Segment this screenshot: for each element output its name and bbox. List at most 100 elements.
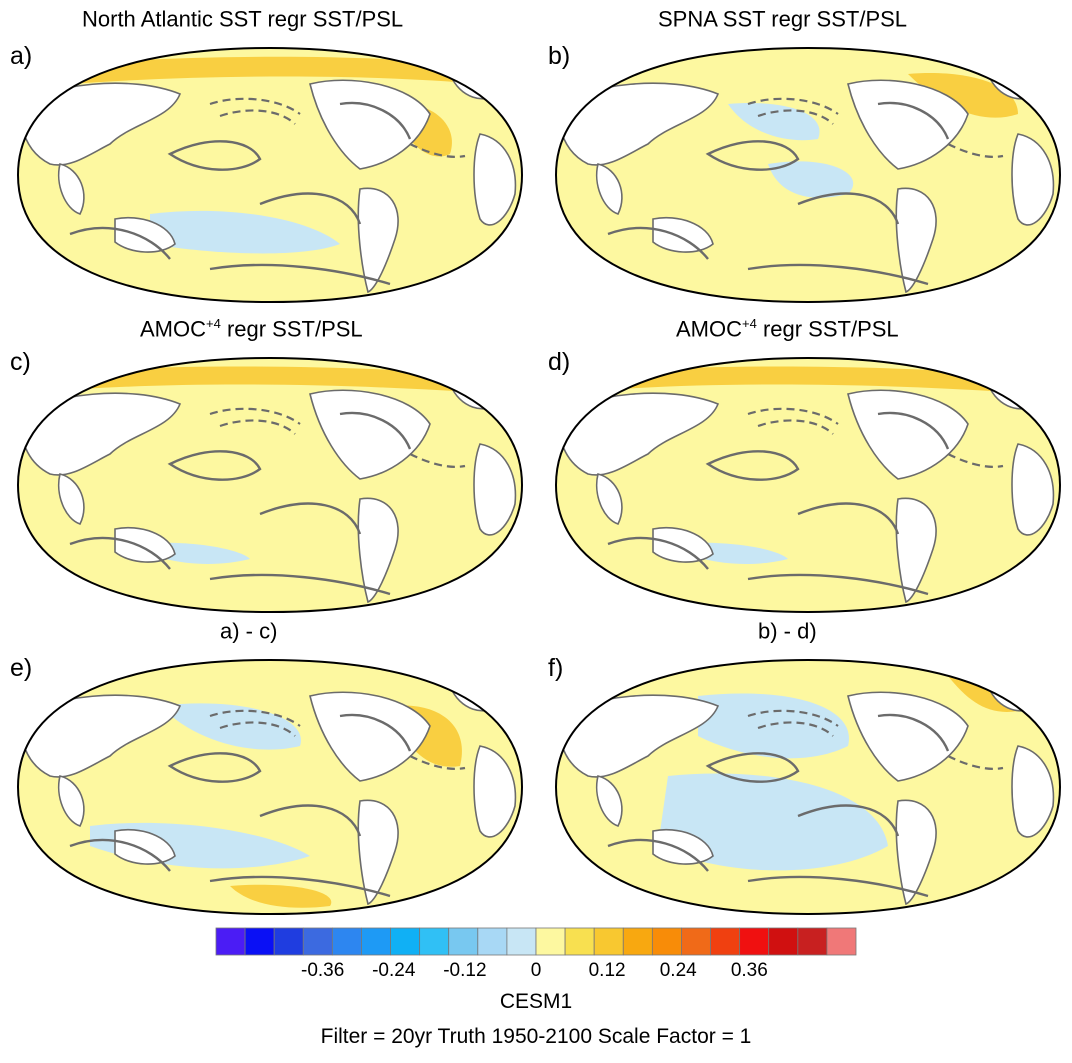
psl-contour-negative [209,709,301,727]
land-mass [847,389,969,480]
land-mass [895,187,937,294]
colorbar-bin [448,927,479,956]
land-mass [473,443,517,536]
psl-contour [167,450,262,481]
map-border [554,658,1062,916]
colorbar-bin [331,927,362,956]
psl-contour [797,192,900,225]
colorbar-bin [244,927,275,956]
psl-contour [747,875,929,898]
panel-title-rest: regr SST/PSL [756,316,899,342]
land-mass [473,133,517,226]
colorbar-tick-label: -0.24 [372,960,416,981]
psl-contour [167,752,262,783]
map-border [16,658,524,916]
colorbar-bin [710,927,741,956]
psl-contour [209,573,391,596]
psl-contour [167,140,262,171]
land-mass [1011,745,1055,838]
panel-title-text: AMOC [676,316,742,342]
psl-contour [69,226,171,260]
panel-title-text: a) - c) [220,618,278,644]
psl-contour-negative [747,407,839,425]
positive-anomaly-region [578,366,1008,392]
psl-contour-negative [409,143,466,158]
panel-label: b) [548,42,571,70]
panel-title-rest: regr SST/PSL [220,316,363,342]
land-mass [557,82,720,166]
psl-contour [69,536,171,570]
psl-contour [705,450,800,481]
land-mass [114,217,176,253]
land-mass [895,799,937,906]
colorbar-bin [477,927,508,956]
land-mass [652,217,714,253]
panel-label: e) [10,654,33,682]
panel-label: d) [548,348,571,376]
psl-contour [607,226,709,260]
panel-title-text: b) - d) [758,618,817,644]
colorbar-bin [273,927,304,956]
panel-title-text: AMOC [140,316,206,342]
psl-contour-negative [219,419,296,435]
positive-anomaly-region [40,366,470,392]
psl-contour [877,713,950,752]
panel-label: c) [10,348,31,376]
colorbar-tick-label: 0 [530,960,542,981]
psl-contour [705,752,800,783]
panel-b: SPNA SST regr SST/PSL b) [548,6,1068,306]
colorbar-bin [739,927,770,956]
colorbar-bin [302,927,333,956]
land-mass [114,829,176,865]
land-mass [309,691,431,782]
colorbar-tick-label: -0.36 [301,960,345,981]
land-mass [19,694,182,778]
psl-contour-negative [947,143,1004,158]
psl-contour-negative [219,721,296,737]
negative-anomaly-region [160,703,301,750]
colorbar-bin [390,927,421,956]
land-mass [596,473,623,525]
land-mass [847,691,969,782]
panel-title-sup: +4 [206,316,221,331]
land-mass [114,527,176,563]
negative-anomaly-region [150,210,340,254]
psl-contour [339,713,412,752]
panel-label: f) [548,654,564,682]
psl-contour-negative [757,419,834,435]
land-mass [596,163,623,215]
colorbar-bin [768,927,799,956]
psl-contour [339,101,412,140]
psl-contour [259,502,362,535]
psl-contour-negative [409,453,466,468]
map-border [554,46,1062,304]
positive-anomaly-region [70,56,480,84]
colorbar-tick-label: 0.12 [588,960,626,981]
land-mass [309,389,431,480]
panel-title: North Atlantic SST regr SST/PSL [82,6,403,42]
panel-d: AMOC+4 regr SST/PSL d) [548,316,1068,616]
land-mass [19,82,182,166]
panel-title-sup: +4 [742,316,757,331]
colorbar [215,927,857,956]
colorbar-bin [419,927,450,956]
land-mass [1011,443,1055,536]
land-mass [19,392,182,476]
negative-anomaly-region [768,161,854,198]
land-mass [652,527,714,563]
psl-contour [705,140,800,171]
map-border [554,356,1062,614]
land-mass [357,497,399,604]
negative-anomaly-region [728,103,820,141]
panel-a: North Atlantic SST regr SST/PSL a) [10,6,530,306]
colorbar-tick-label: 0.36 [730,960,768,981]
colorbar-bin [651,927,682,956]
psl-contour-negative [219,109,296,125]
negative-anomaly-region [698,693,849,759]
land-mass [357,799,399,906]
psl-contour [797,804,900,837]
colorbar-bin [593,927,624,956]
psl-contour [339,411,412,450]
colorbar-bin [681,927,711,956]
land-mass [557,392,720,476]
